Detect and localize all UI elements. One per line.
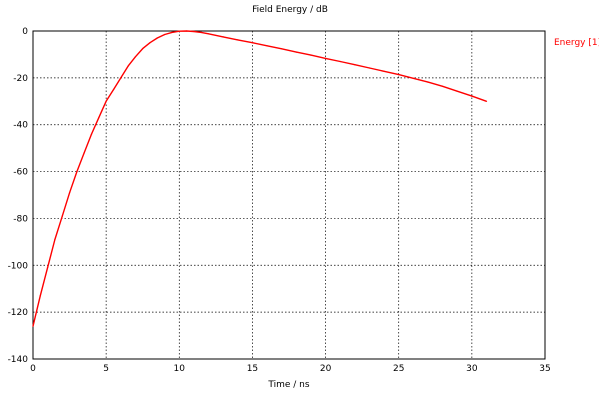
data-point: [157, 37, 158, 38]
data-point: [237, 39, 238, 40]
data-point: [186, 30, 187, 31]
data-point: [54, 239, 55, 240]
x-tick-label: 35: [539, 364, 550, 374]
data-point: [98, 117, 99, 118]
data-point: [413, 78, 414, 79]
data-point: [69, 192, 70, 193]
y-tick-label: -60: [13, 168, 28, 178]
data-point: [427, 82, 428, 83]
y-tick-label: -20: [13, 74, 28, 84]
data-point: [252, 42, 253, 43]
data-point: [164, 34, 165, 35]
x-axis-label: Time / ns: [267, 380, 309, 390]
data-point: [84, 152, 85, 153]
data-point: [142, 48, 143, 49]
data-point: [91, 134, 92, 135]
data-point: [193, 31, 194, 32]
data-point: [354, 64, 355, 65]
data-point: [201, 32, 202, 33]
x-tick-label: 0: [30, 364, 36, 374]
data-point: [457, 91, 458, 92]
data-point: [384, 71, 385, 72]
x-tick-label: 5: [103, 364, 109, 374]
data-point: [296, 52, 297, 53]
x-tick-label: 30: [466, 364, 478, 374]
legend-entry-energy: Energy [1]: [554, 38, 599, 48]
data-point: [179, 31, 180, 32]
data-point: [223, 36, 224, 37]
y-tick-label: 0: [22, 27, 28, 37]
data-point: [113, 89, 114, 90]
y-tick-label: -40: [13, 121, 28, 131]
data-point: [442, 86, 443, 87]
data-point: [149, 42, 150, 43]
data-point: [208, 33, 209, 34]
x-tick-label: 20: [320, 364, 332, 374]
data-point: [106, 101, 107, 102]
y-tick-label: -80: [13, 214, 28, 224]
data-point: [135, 56, 136, 57]
data-point: [62, 216, 63, 217]
x-tick-label: 10: [174, 364, 186, 374]
data-point: [267, 45, 268, 46]
data-point: [340, 61, 341, 62]
data-point: [40, 295, 41, 296]
data-point: [76, 171, 77, 172]
data-point: [398, 74, 399, 75]
data-point: [369, 67, 370, 68]
data-point: [471, 96, 472, 97]
data-point: [325, 58, 326, 59]
y-tick-label: -140: [8, 355, 29, 365]
data-point: [310, 55, 311, 56]
data-point: [128, 66, 129, 67]
y-tick-label: -120: [8, 308, 29, 318]
x-tick-label: 25: [393, 364, 404, 374]
plot-area: [33, 31, 545, 359]
data-point: [47, 267, 48, 268]
data-point: [120, 77, 121, 78]
data-point: [32, 326, 33, 327]
chart-title: Field Energy / dB: [252, 5, 328, 15]
y-tick-label: -100: [8, 261, 29, 271]
data-point: [171, 32, 172, 33]
data-point: [281, 48, 282, 49]
x-tick-label: 15: [247, 364, 258, 374]
data-point: [486, 101, 487, 102]
